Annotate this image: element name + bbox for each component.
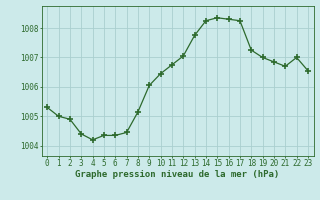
X-axis label: Graphe pression niveau de la mer (hPa): Graphe pression niveau de la mer (hPa) — [76, 170, 280, 179]
